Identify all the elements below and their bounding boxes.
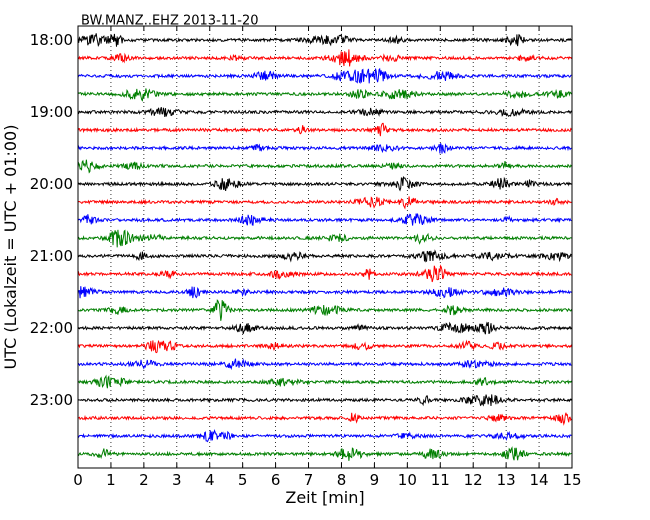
trace-1830 — [77, 67, 572, 84]
x-tick-label-7: 7 — [304, 471, 314, 489]
x-tick-label-11: 11 — [431, 471, 450, 489]
y-axis-label: UTC (Lokalzeit = UTC + 01:00) — [1, 125, 20, 370]
trace-2045 — [77, 229, 572, 248]
trace-2230 — [77, 358, 572, 371]
trace-2030 — [77, 213, 572, 226]
trace-2100 — [77, 249, 572, 263]
grid-lines — [110, 26, 540, 468]
trace-2000 — [77, 175, 572, 192]
trace-2130 — [77, 286, 572, 299]
x-tick-label-8: 8 — [337, 471, 347, 489]
trace-1915 — [77, 122, 572, 137]
trace-1930 — [77, 143, 572, 154]
trace-2315 — [77, 412, 572, 426]
x-axis-label: Zeit [min] — [285, 488, 364, 507]
chart-title: BW.MANZ..EHZ 2013-11-20 — [81, 14, 259, 29]
x-tick-label-12: 12 — [464, 471, 483, 489]
x-tick-label-5: 5 — [238, 471, 248, 489]
trace-1800 — [77, 33, 572, 48]
plot-frame — [77, 25, 573, 469]
trace-2300 — [77, 394, 572, 407]
x-tick-label-9: 9 — [370, 471, 380, 489]
trace-1945 — [77, 159, 572, 174]
x-tick-label-0: 0 — [73, 471, 83, 489]
x-tick-label-4: 4 — [205, 471, 215, 489]
x-tick-label-1: 1 — [106, 471, 116, 489]
y-tick-label-0: 18:00 — [30, 31, 73, 49]
x-tick-label-2: 2 — [139, 471, 149, 489]
trace-1845 — [77, 88, 572, 102]
y-tick-label-3: 21:00 — [30, 247, 73, 265]
trace-2145 — [77, 299, 572, 321]
trace-2330 — [77, 429, 572, 443]
trace-2200 — [77, 321, 572, 335]
trace-2015 — [77, 196, 572, 210]
trace-1900 — [77, 107, 572, 118]
y-tick-label-5: 23:00 — [30, 391, 73, 409]
trace-2345 — [77, 446, 572, 461]
y-tick-label-1: 19:00 — [30, 103, 73, 121]
x-tick-label-10: 10 — [398, 471, 417, 489]
x-tick-label-14: 14 — [530, 471, 549, 489]
x-tick-label-13: 13 — [497, 471, 516, 489]
trace-layer — [77, 33, 572, 461]
x-axis: 0 1 2 3 4 5 6 7 8 9 10 11 12 13 14 15 — [73, 26, 582, 489]
y-tick-label-2: 20:00 — [30, 175, 73, 193]
trace-2215 — [77, 339, 572, 354]
x-tick-label-6: 6 — [271, 471, 281, 489]
x-tick-label-15: 15 — [562, 471, 581, 489]
y-axis: 18:00 19:00 20:00 21:00 22:00 23:00 — [30, 31, 572, 409]
x-tick-label-3: 3 — [172, 471, 182, 489]
trace-1815 — [77, 49, 572, 67]
trace-2245 — [77, 374, 572, 389]
y-tick-label-4: 22:00 — [30, 319, 73, 337]
trace-2115 — [77, 264, 572, 283]
